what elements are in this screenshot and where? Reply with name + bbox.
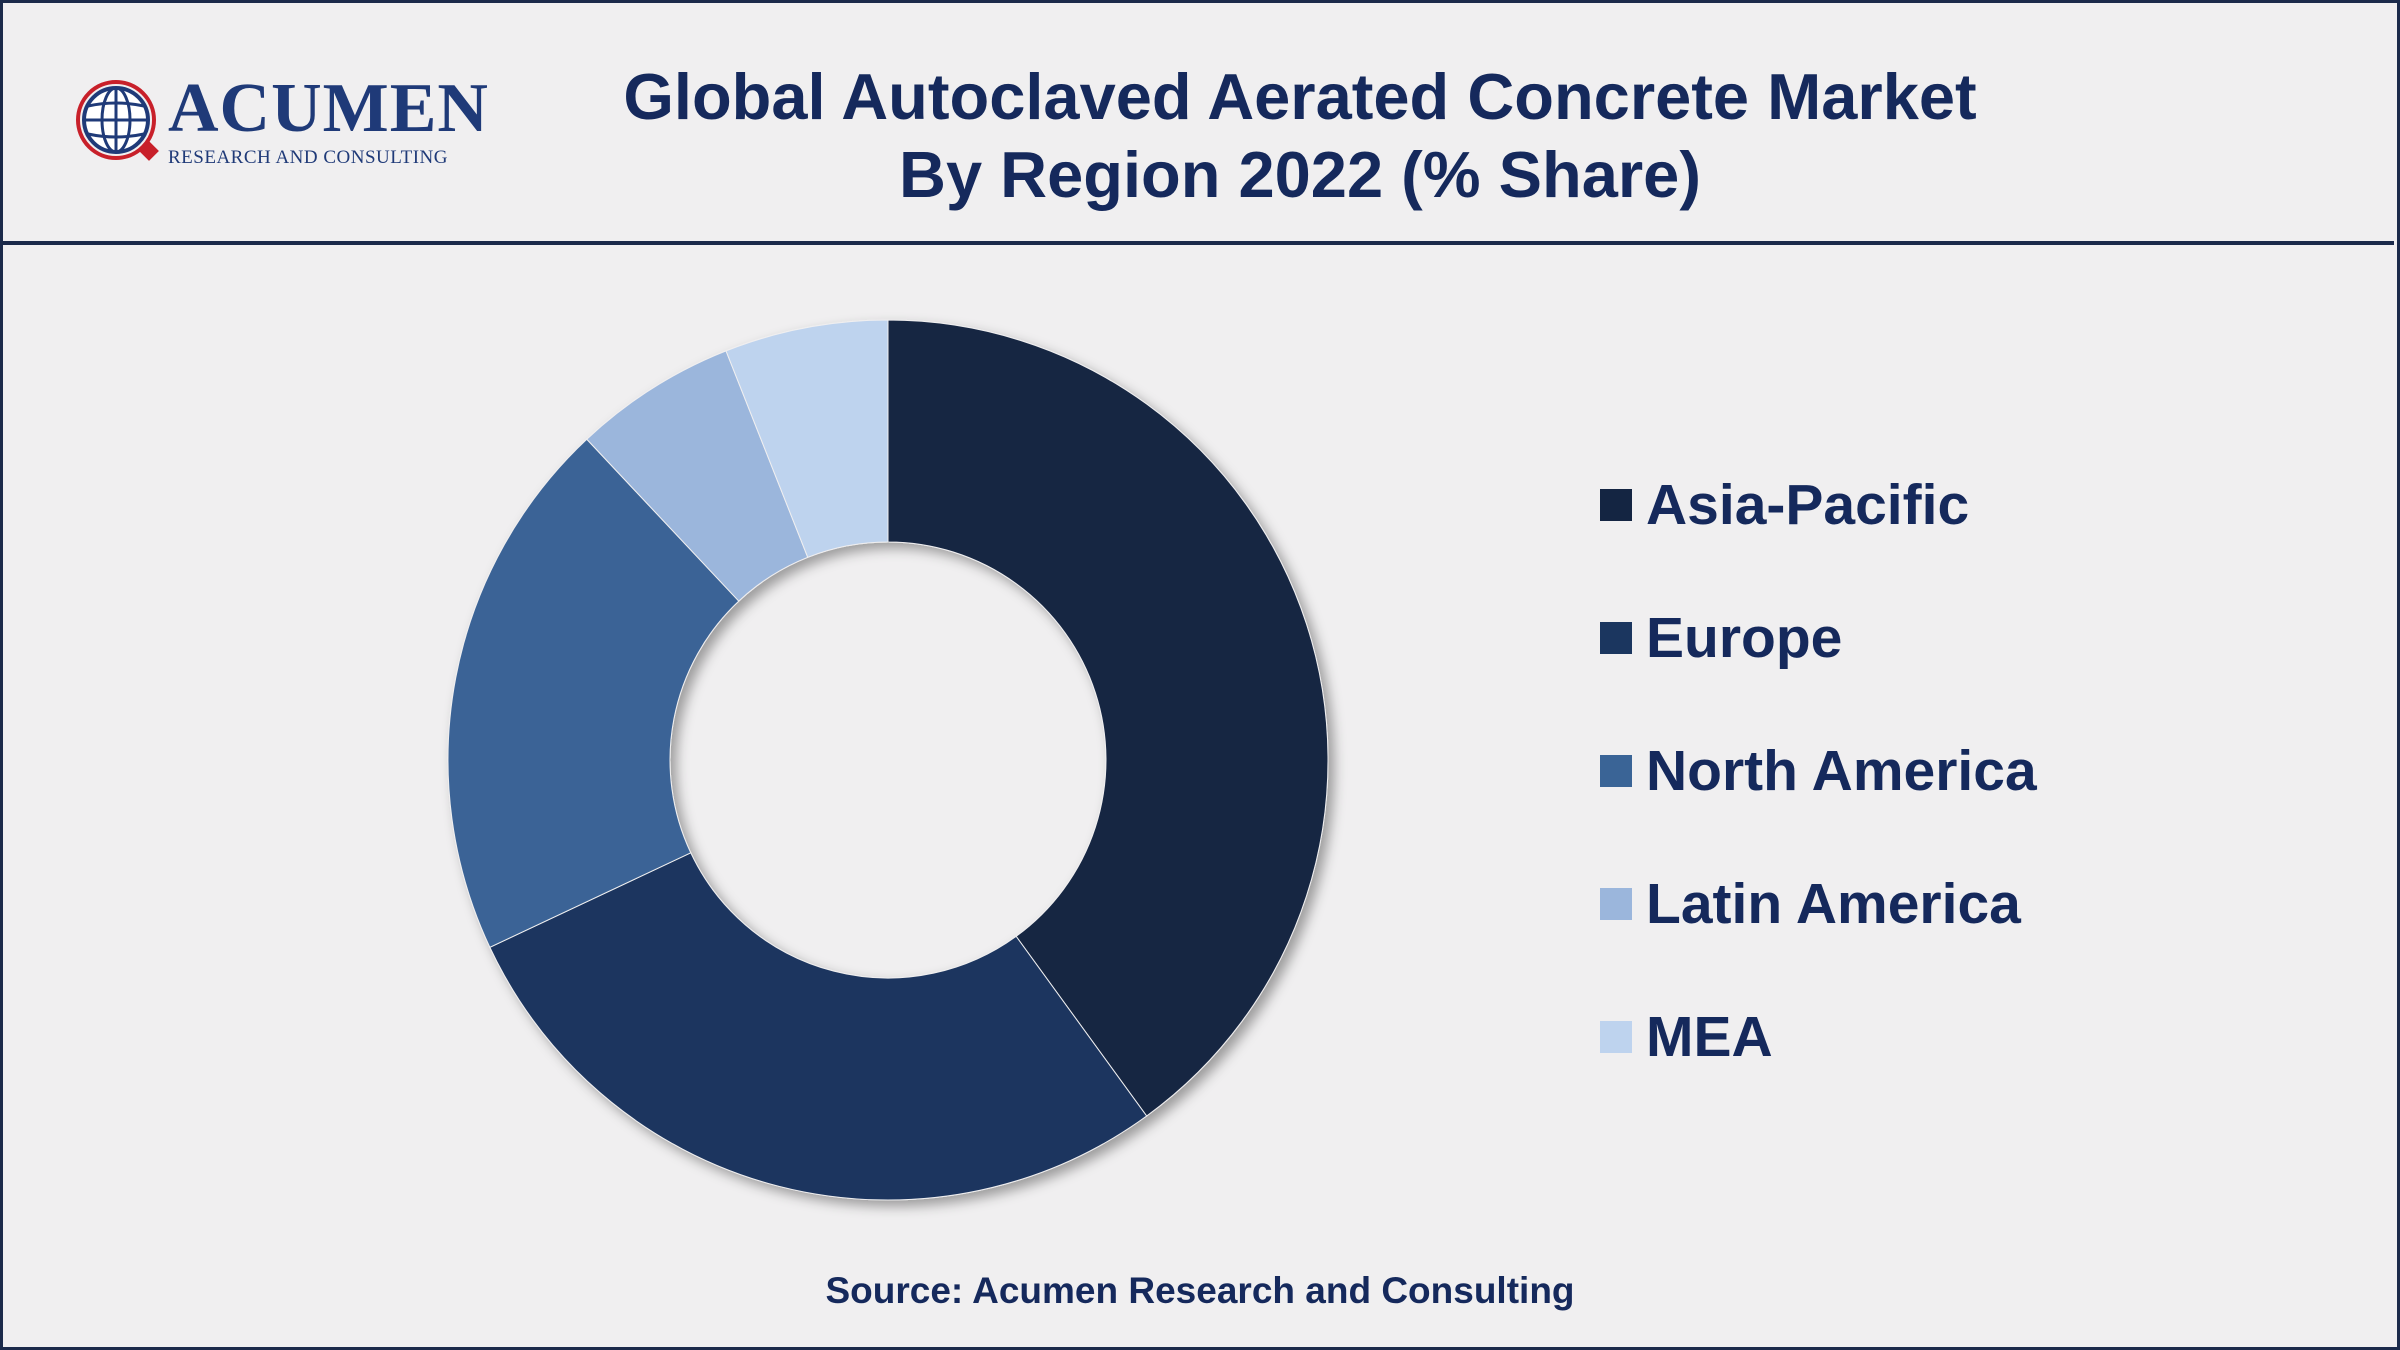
legend-item-latin-america: Latin America	[1600, 869, 2021, 939]
donut-slices	[447, 319, 1329, 1201]
legend-label: North America	[1646, 739, 2037, 803]
chart-title-line2: By Region 2022 (% Share)	[899, 138, 1701, 211]
acumen-logo: ACUMEN RESEARCH AND CONSULTING	[72, 72, 488, 172]
legend-label: MEA	[1646, 1005, 1773, 1069]
legend-item-asia-pacific: Asia-Pacific	[1600, 470, 1969, 540]
legend-label: Asia-Pacific	[1646, 473, 1970, 537]
logo-tagline: RESEARCH AND CONSULTING	[168, 147, 448, 168]
donut-slice-mea	[725, 319, 889, 558]
legend-item-europe: Europe	[1600, 603, 1842, 673]
legend-item-north-america: North America	[1600, 736, 2037, 806]
donut-slice-asia-pacific	[887, 319, 1329, 1117]
legend-swatch	[1600, 622, 1632, 654]
legend-label: Latin America	[1646, 872, 2021, 936]
donut-slice-europe	[489, 852, 1148, 1201]
chart-title: Global Autoclaved Aerated Concrete Marke…	[500, 58, 2100, 214]
source-note: Source: Acumen Research and Consulting	[825, 1270, 1575, 1311]
header-bar: ACUMEN RESEARCH AND CONSULTING Global Au…	[0, 0, 2394, 245]
legend-swatch	[1600, 888, 1632, 920]
logo-wordmark: ACUMEN	[168, 70, 489, 147]
legend-item-mea: MEA	[1600, 1002, 1773, 1072]
legend-swatch	[1600, 489, 1632, 521]
legend-swatch	[1600, 1021, 1632, 1053]
donut-slice-north-america	[447, 438, 740, 949]
chart-title-line1: Global Autoclaved Aerated Concrete Marke…	[623, 60, 1977, 133]
globe-icon	[76, 80, 159, 161]
legend-swatch	[1600, 755, 1632, 787]
legend-label: Europe	[1646, 606, 1843, 670]
